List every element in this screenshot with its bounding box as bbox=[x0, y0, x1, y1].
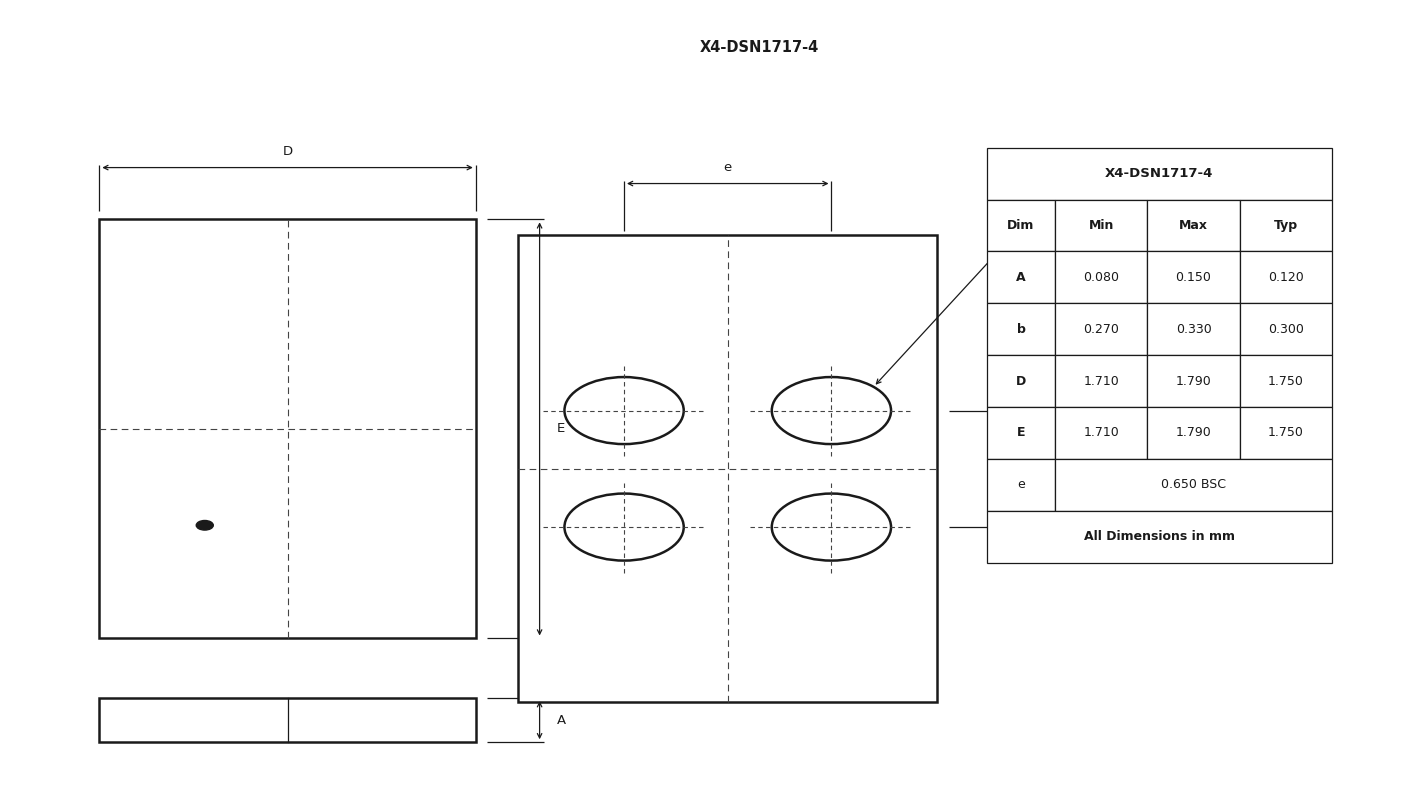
Bar bbox=[987, 459, 1055, 511]
Bar bbox=[1240, 251, 1332, 303]
Bar bbox=[1055, 200, 1147, 251]
Bar bbox=[1147, 407, 1240, 459]
Bar bbox=[1240, 200, 1332, 251]
Text: X4-DSN1717-4: X4-DSN1717-4 bbox=[700, 41, 819, 55]
Bar bbox=[987, 511, 1332, 563]
Bar bbox=[1240, 303, 1332, 355]
Bar bbox=[518, 235, 937, 702]
Bar bbox=[1055, 355, 1147, 407]
Text: e: e bbox=[1018, 462, 1027, 476]
Text: 0.300: 0.300 bbox=[1268, 322, 1304, 336]
Bar bbox=[1055, 251, 1147, 303]
Bar bbox=[1055, 407, 1147, 459]
Text: e: e bbox=[724, 161, 731, 174]
Text: D: D bbox=[283, 145, 293, 158]
Bar bbox=[987, 200, 1055, 251]
Text: 1.710: 1.710 bbox=[1083, 374, 1119, 388]
Text: 0.270: 0.270 bbox=[1083, 322, 1119, 336]
Bar bbox=[1240, 355, 1332, 407]
Circle shape bbox=[564, 377, 684, 444]
Circle shape bbox=[196, 520, 213, 530]
Text: All Dimensions in mm: All Dimensions in mm bbox=[1083, 530, 1235, 543]
Bar bbox=[1147, 251, 1240, 303]
Bar bbox=[987, 407, 1055, 459]
Bar bbox=[1055, 459, 1332, 511]
Text: E: E bbox=[557, 422, 565, 436]
Bar bbox=[1147, 303, 1240, 355]
Text: D: D bbox=[1015, 374, 1027, 388]
Bar bbox=[987, 148, 1332, 200]
Text: 0.650 BSC: 0.650 BSC bbox=[1162, 478, 1225, 492]
Bar bbox=[987, 303, 1055, 355]
Text: 1.750: 1.750 bbox=[1268, 374, 1304, 388]
Text: 1.710: 1.710 bbox=[1083, 426, 1119, 440]
Text: 1.750: 1.750 bbox=[1268, 426, 1304, 440]
Text: Min: Min bbox=[1089, 219, 1113, 232]
Text: Øb: Øb bbox=[1086, 148, 1105, 161]
Bar bbox=[99, 698, 476, 742]
Text: X4-DSN1717-4: X4-DSN1717-4 bbox=[1105, 167, 1214, 180]
Text: 1.790: 1.790 bbox=[1176, 374, 1211, 388]
Bar bbox=[1240, 407, 1332, 459]
Bar bbox=[1147, 200, 1240, 251]
Bar bbox=[987, 251, 1055, 303]
Text: A: A bbox=[1017, 271, 1025, 284]
Text: Max: Max bbox=[1179, 219, 1208, 232]
Circle shape bbox=[564, 493, 684, 561]
Bar bbox=[987, 355, 1055, 407]
Text: e: e bbox=[1017, 478, 1025, 492]
Text: 0.330: 0.330 bbox=[1176, 322, 1211, 336]
Text: Typ: Typ bbox=[1274, 219, 1298, 232]
Circle shape bbox=[772, 493, 892, 561]
Bar bbox=[1147, 355, 1240, 407]
Text: E: E bbox=[1017, 426, 1025, 440]
Text: 0.150: 0.150 bbox=[1176, 271, 1211, 284]
Text: 1.790: 1.790 bbox=[1176, 426, 1211, 440]
Bar bbox=[99, 219, 476, 638]
Bar bbox=[1055, 303, 1147, 355]
Text: Dim: Dim bbox=[1007, 219, 1035, 232]
Text: A: A bbox=[557, 713, 565, 727]
Circle shape bbox=[772, 377, 892, 444]
Text: b: b bbox=[1017, 322, 1025, 336]
Text: 0.080: 0.080 bbox=[1083, 271, 1119, 284]
Text: 0.120: 0.120 bbox=[1268, 271, 1304, 284]
